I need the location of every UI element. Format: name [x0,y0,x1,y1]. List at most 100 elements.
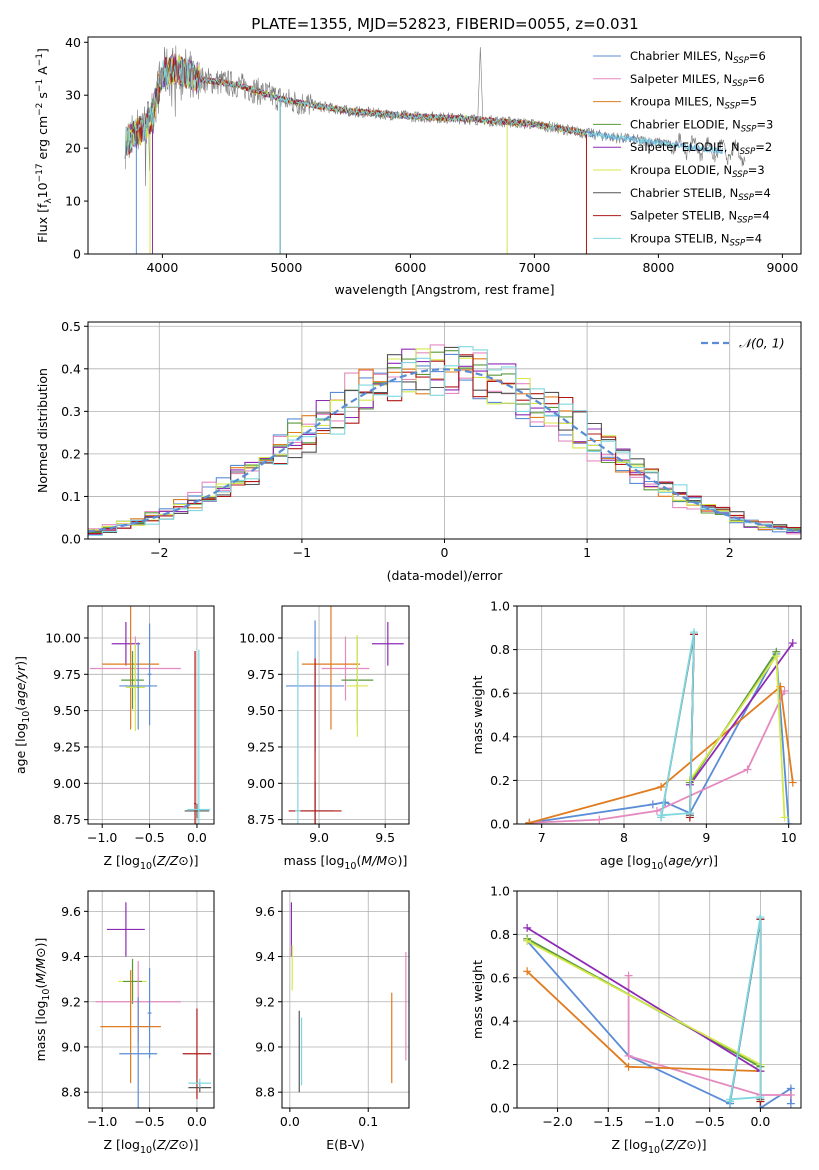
axis-label: Z [log10(Z/Z⊙)] [103,853,198,872]
residuals-plot-area [88,344,801,536]
age_vs_Z-panel: −1.0 −0.5 0.0 8.75 9.00 9.25 9.50 9.75 10.00 Z [l… [13,605,215,872]
axis-label: mass [log10(M/M⊙)] [284,853,408,872]
x-tick-label: 9.0 [309,830,329,845]
weight_vs_Z-panel: −2.0 −1.5 −1.0 −0.5 0.0 0.0 0.2 0.4 0.6 0.8 1.0 Z [… [470,884,802,1156]
weight-marker-chabrier_miles [648,800,657,809]
y-tick-label: 0.2 [490,1057,510,1072]
y-tick-label: 20 [65,141,81,156]
axes-frame [281,605,410,825]
y-tick-label: 8.75 [53,812,81,827]
weight-marker-kroupa_stelib [685,809,694,818]
x-tick-label: −0.5 [134,830,164,845]
x-tick-label: 0.0 [280,1114,300,1129]
mass_vs_ebv-plot-area [290,902,407,1093]
weight-marker-salpeter_miles [786,1090,795,1099]
x-tick-label: 2 [726,545,734,560]
x-tick-label: 8000 [642,260,674,275]
y-tick-label: 0.6 [490,686,510,701]
residuals-panel: −2 −1 0 1 2 0.0 0.1 0.2 0.3 0.4 0.5 𝒩(0, 1) (data-mo… [35,319,802,583]
legend-entry-chabrier_miles: Chabrier MILES, NSSP=6 [630,49,766,66]
weight-line-kroupa_stelib [729,916,762,1102]
weight-marker-kroupa_stelib [756,1093,765,1102]
x-tick-label: −1.0 [87,830,117,845]
figure-title: PLATE=1355, MJD=52823, FIBERID=0055, z=0… [251,15,638,33]
spectrum-plot-area [124,45,746,254]
legend-entry-kroupa_elodie: Kroupa ELODIE, NSSP=3 [630,163,765,180]
y-axis-label: mass weight [470,675,485,754]
axis-label: Z [log10(Z/Z⊙)] [103,1137,198,1156]
y-tick-label: 9.2 [61,994,81,1009]
weight-marker-salpeter_miles [743,765,752,774]
weight-marker-kroupa_stelib [689,628,698,637]
y-tick-label: 30 [65,88,81,103]
axes-frame [87,890,215,1109]
y-tick-label: 10.00 [45,630,81,645]
x-tick-label: 6000 [394,260,426,275]
y-tick-label: 0.8 [490,927,510,942]
x-axis-label: E(B-V) [326,1137,365,1152]
x-tick-label: −1.0 [87,1114,117,1129]
x-tick-label: 0.0 [187,1114,207,1129]
y-tick-label: 9.75 [247,667,275,682]
weight_vs_age-panel: 7 8 9 10 0.0 0.2 0.4 0.6 0.8 1.0 age [log10(age/yr… [470,599,802,872]
hist-kroupa_stelib [88,346,801,536]
x-tick-label: −1 [293,545,311,560]
weight-marker-salpeter_miles [780,687,789,696]
x-tick-label: 8 [620,830,628,845]
x-tick-label: 0 [441,545,449,560]
legend-entry-chabrier_stelib: Chabrier STELIB, NSSP=4 [630,186,771,203]
axes-frame [87,605,215,825]
weight-marker-kroupa_elodie [772,652,781,661]
x-tick-label: 7000 [518,260,550,275]
legend-entry-chabrier_elodie: Chabrier ELODIE, NSSP=3 [630,117,773,134]
y-tick-label: 0 [73,247,81,262]
y-tick-label: 0.5 [61,319,81,334]
y-tick-label: 0.4 [61,361,81,376]
y-tick-label: 9.6 [255,904,275,919]
x-tick-label: 7 [538,830,546,845]
weight-marker-chabrier_miles [784,820,793,824]
y-tick-label: 9.2 [255,994,275,1009]
x-tick-label: −0.5 [695,1114,725,1129]
y-tick-label: 9.4 [61,949,81,964]
y-tick-label: 0.2 [490,773,510,788]
x-tick-label: 9 [702,830,710,845]
weight-marker-kroupa_stelib [726,1095,734,1104]
y-tick-label: 8.75 [247,812,275,827]
weight-marker-salpeter_miles [595,815,604,824]
age_vs_mass-panel: 9.0 9.5 8.75 9.00 9.25 9.50 9.75 10.00 mass [log… [239,605,410,872]
age_vs_mass-plot-area [285,606,404,824]
x-tick-label: 5000 [270,260,302,275]
weight-marker-kroupa_elodie [523,936,532,945]
x-tick-label: 9.5 [375,830,395,845]
y-tick-label: 8.8 [255,1085,275,1100]
mass_vs_ebv-panel: 0.0 0.1 8.8 9.0 9.2 9.4 9.6 E(B-V) [255,890,410,1152]
y-tick-label: 0.1 [61,489,81,504]
y-tick-label: 0.0 [490,817,510,832]
x-tick-label: 0.1 [358,1114,378,1129]
y-tick-label: 0.2 [61,446,81,461]
y-tick-label: 0.4 [490,1014,510,1029]
weight-marker-kroupa_miles [523,967,532,976]
y-axis-label: mass weight [470,960,485,1039]
legend-entry-kroupa_stelib: Kroupa STELIB, NSSP=4 [630,231,762,248]
mass_vs_Z-plot-area [95,902,212,1108]
axes-frame [281,890,410,1109]
legend-entry-salpeter_stelib: Salpeter STELIB, NSSP=4 [630,209,770,226]
weight-marker-kroupa_miles [525,818,534,824]
y-tick-label: 0.0 [61,532,81,547]
y-tick-label: 0.8 [490,642,510,657]
y-tick-label: 10 [65,194,81,209]
y-tick-label: 9.00 [53,776,81,791]
mass_vs_Z-panel: −1.0 −0.5 0.0 8.8 9.0 9.2 9.4 9.6 Z [log10(Z/Z⊙)… [33,890,215,1156]
axis-label: age [log10(age/yr)] [13,656,32,774]
weight-marker-kroupa_stelib [756,913,765,922]
y-tick-label: 9.00 [247,776,275,791]
x-tick-label: 4000 [146,260,178,275]
normal-curve [88,368,801,533]
x-tick-label: −2 [150,545,168,560]
weight-marker-kroupa_miles [624,1062,633,1071]
x-axis-label: (data-model)/error [387,568,504,583]
y-tick-label: 9.50 [53,703,81,718]
weight-line-kroupa_stelib [660,632,695,818]
